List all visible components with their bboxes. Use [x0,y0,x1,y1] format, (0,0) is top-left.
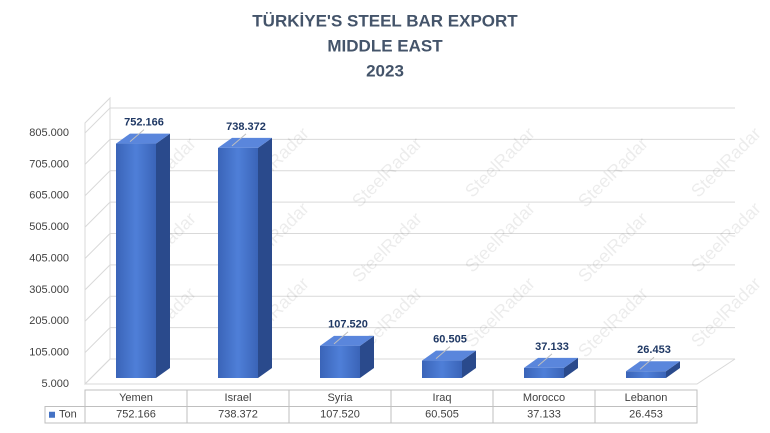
data-label: 752.166 [124,116,164,128]
leader-line [435,346,451,359]
data-label: 26.453 [637,344,671,356]
data-label: 107.520 [328,319,368,331]
data-label: 37.133 [535,341,569,353]
x-tick-label: Morocco [523,392,565,404]
leader-line [537,353,553,367]
y-tick-label: 605.000 [29,190,69,202]
grid-line [84,107,735,134]
bar-side [564,357,578,378]
x-tick-label: Iraq [433,392,452,404]
bar [524,367,564,378]
grid-line [84,327,735,353]
grid-line [84,358,735,385]
data-label: 738.372 [226,121,266,133]
grid-line [84,295,735,322]
bar-top [422,350,476,361]
table-value: 107.520 [320,409,360,421]
floor [85,358,736,385]
x-tick-label: Yemen [119,392,153,404]
chart-title: TÜRKİYE'S STEEL BAR EXPORT [252,11,518,30]
bar-top [218,137,272,148]
y-tick-label: 505.000 [29,221,69,233]
leader-line [129,129,145,142]
table-value: 752.166 [116,409,156,421]
bar-top [116,133,170,144]
x-tick-label: Lebanon [625,392,668,404]
y-tick-label: 105.000 [29,347,69,359]
grid-line [84,138,735,165]
bar-side [666,361,680,378]
bar [218,147,258,378]
x-tick-label: Syria [327,392,353,404]
table-value: 60.505 [425,409,459,421]
y-tick-label: 305.000 [29,284,69,296]
y-tick-label: 405.000 [29,252,69,264]
legend-label: Ton [59,409,77,421]
bar-side [360,335,374,378]
chart-title: MIDDLE EAST [327,36,443,55]
table-value: 26.453 [629,409,663,421]
bar-side [258,137,272,378]
grid-line [84,264,735,291]
data-label: 60.505 [433,333,467,345]
bar-side [156,133,170,378]
table-value: 37.133 [527,409,561,421]
legend-swatch [49,411,55,418]
table-value: 738.372 [218,409,258,421]
y-tick-label: 805.000 [29,127,69,139]
x-tick-label: Israel [225,392,252,404]
chart-title: 2023 [366,61,404,80]
leader-line [231,133,247,147]
grid-line [84,233,735,259]
bar [626,371,666,378]
grid-line [84,201,735,228]
bar-top [320,335,374,346]
bar [116,143,156,378]
bar-side [462,350,476,378]
y-tick-label: 705.000 [29,158,69,170]
bar-top [626,361,680,372]
y-tick-label: 5.000 [41,378,69,390]
bar [422,360,462,378]
leader-line [333,331,349,345]
bar [320,345,360,378]
y-tick-label: 205.000 [29,315,69,327]
bar-top [524,357,578,368]
leader-line [639,356,655,370]
grid-line [84,170,735,197]
